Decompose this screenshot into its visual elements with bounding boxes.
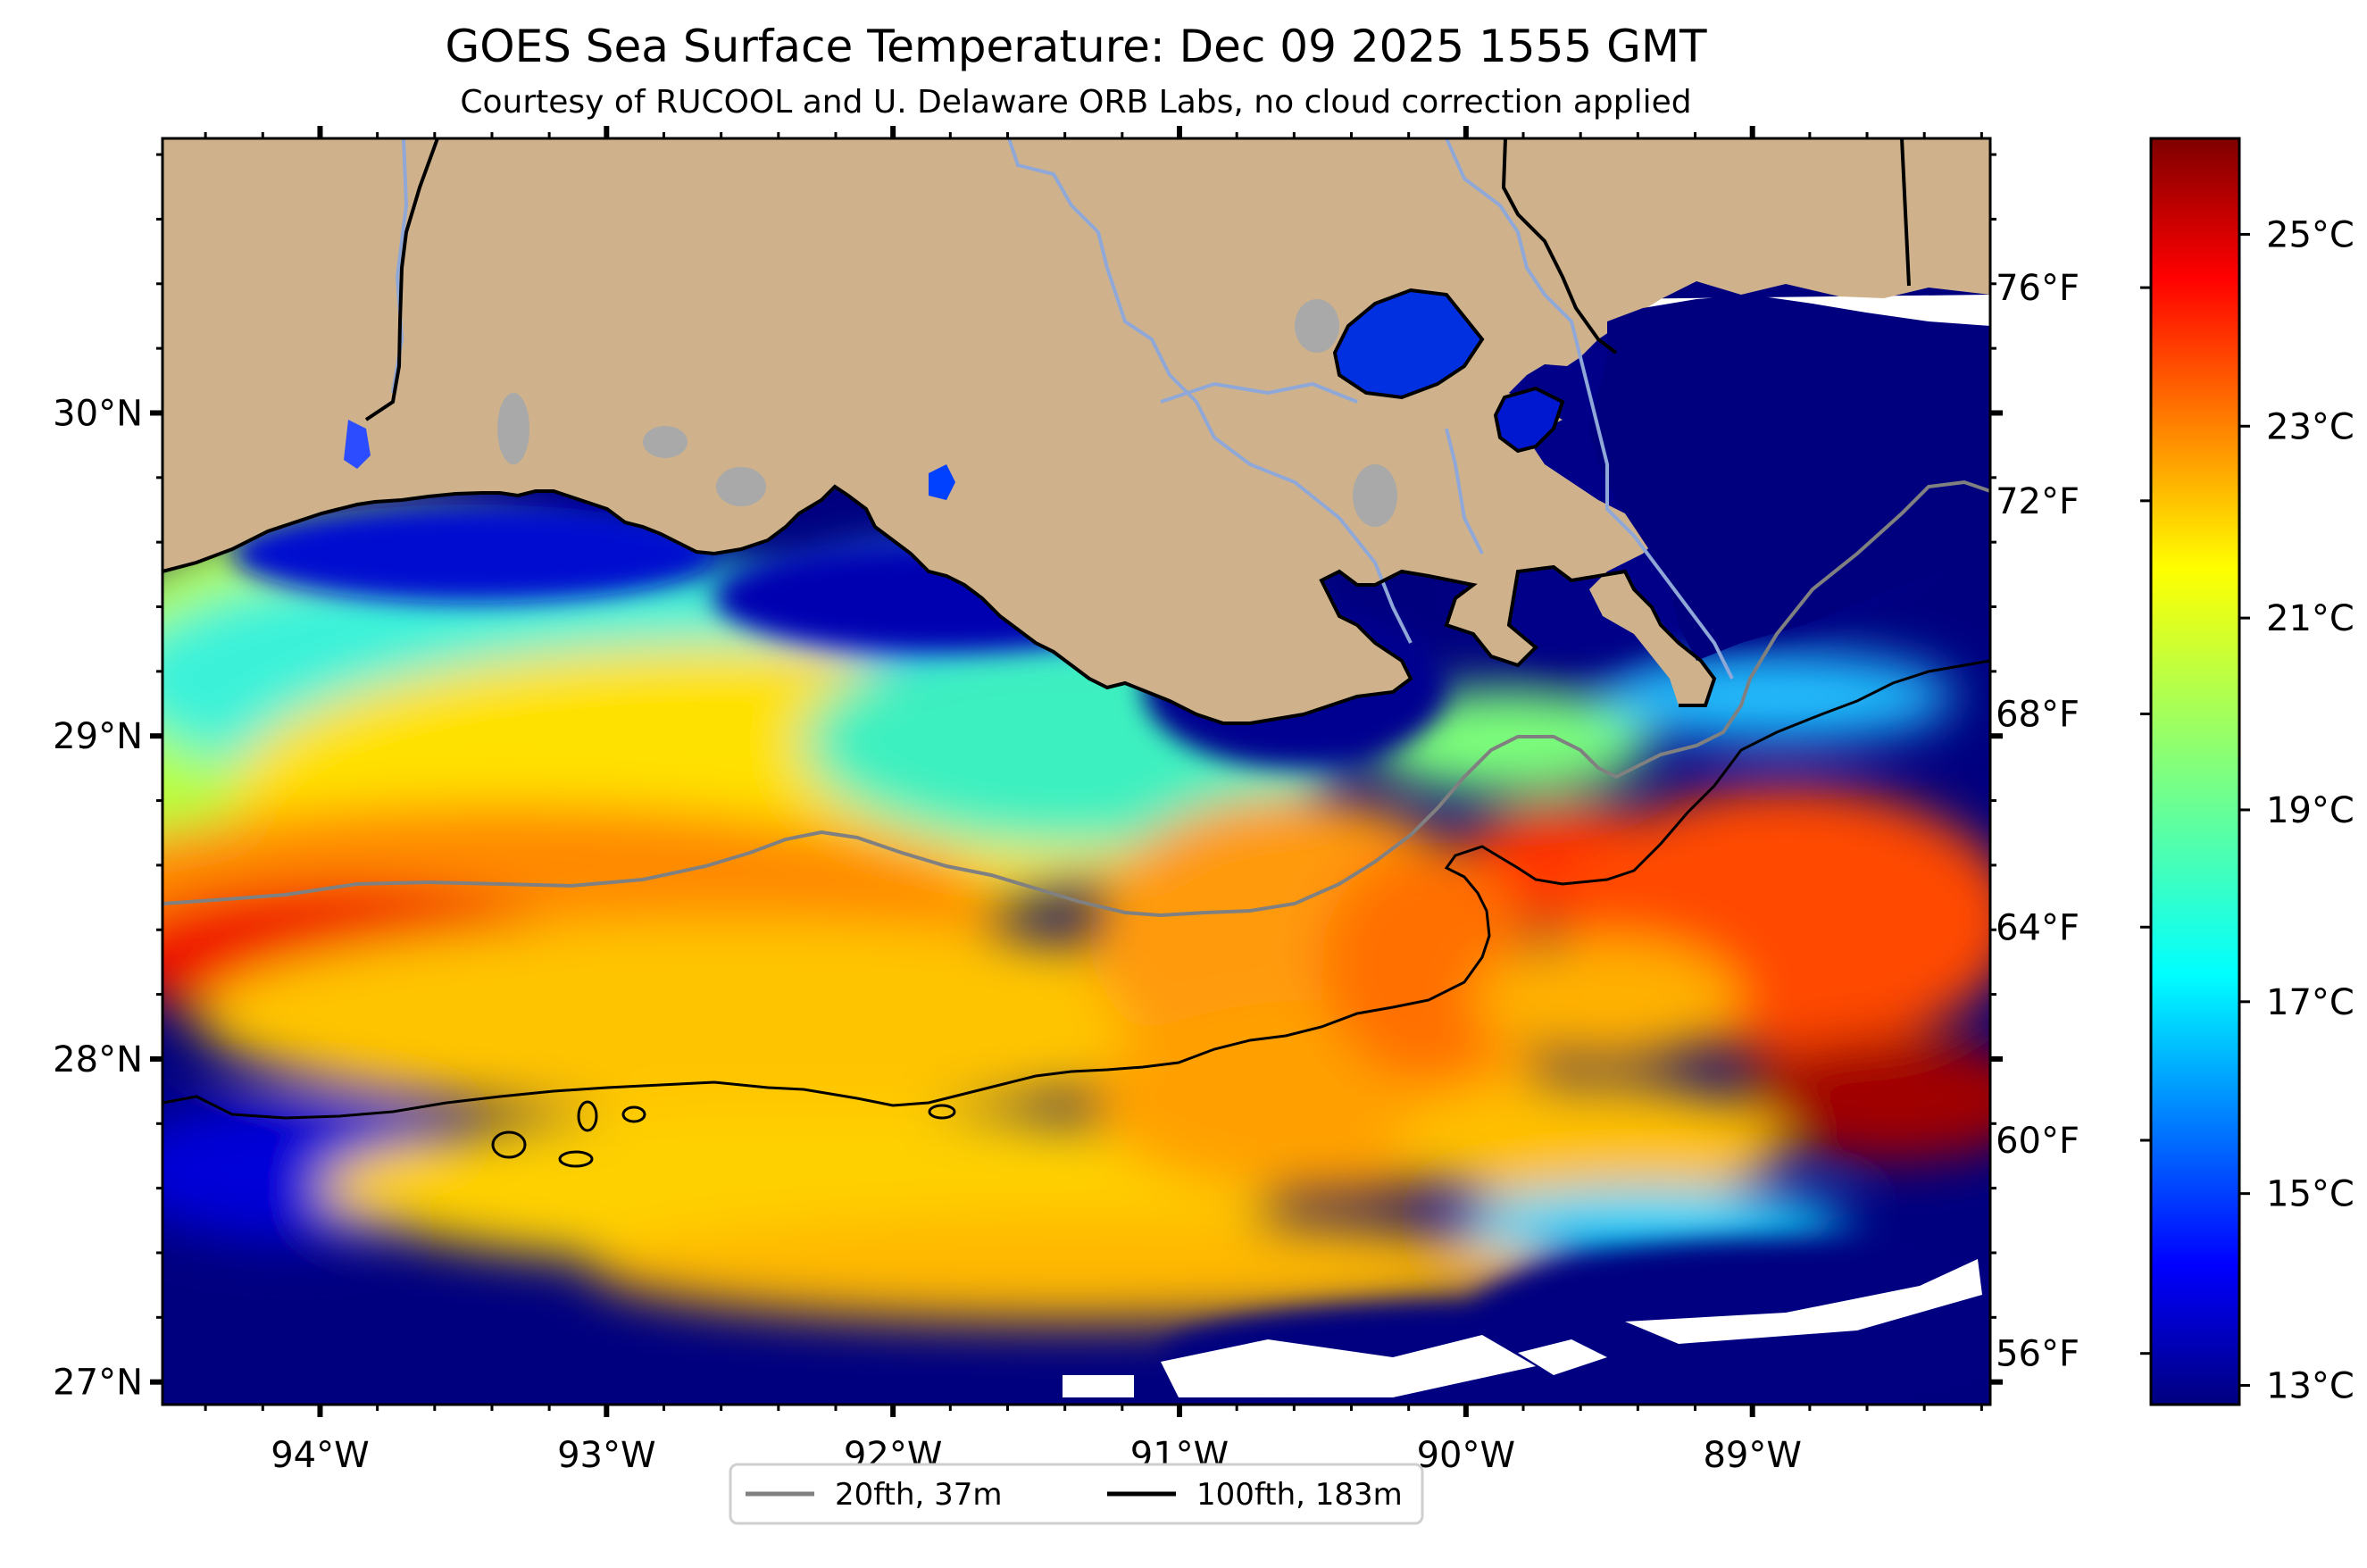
legend-box	[729, 1463, 1424, 1525]
colorbar-fahrenheit-label: 56°F	[1996, 1334, 2079, 1375]
sst-field	[163, 509, 1990, 1322]
lat-tick-label: 29°N	[53, 716, 143, 757]
grey-lakes	[497, 299, 1397, 527]
land-louisiana	[163, 138, 1990, 723]
colorbar-celsius-label: 17°C	[2266, 982, 2354, 1023]
lat-tick-label: 28°N	[53, 1039, 143, 1080]
rivers	[391, 138, 1734, 680]
lat-tick-label: 30°N	[53, 393, 143, 434]
colorbar-fahrenheit-label: 64°F	[1996, 907, 2079, 948]
colorbar-ticks: 13°C 15°C 17°C 19°C 21°C 23°C 25°C 56°F 60°F 64°F…	[1996, 214, 2354, 1406]
lon-tick-label: 90°W	[1417, 1435, 1515, 1476]
colorbar-fahrenheit-label: 76°F	[1996, 268, 2079, 309]
colorbar-celsius-label: 21°C	[2266, 598, 2354, 639]
legend: 20fth, 37m 100fth, 183m	[729, 1463, 1424, 1525]
map-title: GOES Sea Surface Temperature: Dec 09 202…	[445, 21, 1707, 72]
calcasieu-lake	[929, 464, 955, 500]
sst-map	[163, 138, 1990, 1405]
map-frame	[161, 137, 1992, 1406]
map-subtitle: Courtesy of RUCOOL and U. Delaware ORB L…	[460, 84, 1691, 121]
state-boundary-east	[1900, 138, 1911, 287]
colorbar-celsius-label: 25°C	[2266, 214, 2354, 255]
colorbar	[2149, 137, 2241, 1406]
lat-tick-label: 27°N	[53, 1363, 143, 1404]
coastline	[163, 484, 1717, 725]
lake-borgne	[1493, 386, 1565, 454]
colorbar-celsius-label: 13°C	[2266, 1366, 2354, 1407]
sabine-lake	[344, 420, 371, 469]
lon-tick-label: 94°W	[271, 1435, 369, 1476]
texas-boundary	[364, 138, 439, 421]
legend-label-100fth: 100fth, 183m	[1196, 1477, 1403, 1513]
chandeleur-sound	[1589, 295, 1990, 661]
colorbar-fahrenheit-label: 60°F	[1996, 1121, 2079, 1162]
colorbar-fahrenheit-label: 68°F	[1996, 695, 2079, 736]
isobath-100fth-islands	[491, 1100, 956, 1168]
legend-label-20fth: 20fth, 37m	[835, 1477, 1003, 1513]
lake-pontchartrain	[1332, 288, 1485, 400]
colorbar-celsius-label: 23°C	[2266, 406, 2354, 447]
state-boundary	[1501, 138, 1618, 354]
colorbar-celsius-label: 15°C	[2266, 1174, 2354, 1215]
map-ticks: 94°W 93°W 92°W 91°W 90°W 89°W27°N28°N29°N30°N	[53, 126, 2003, 1476]
lon-tick-label: 93°W	[557, 1435, 655, 1476]
colorbar-fahrenheit-label: 72°F	[1996, 481, 2079, 522]
colorbar-celsius-label: 19°C	[2266, 790, 2354, 831]
isobath-20fth	[163, 480, 1990, 918]
isobath-100fth	[163, 659, 1990, 1120]
lon-tick-label: 89°W	[1703, 1435, 1801, 1476]
